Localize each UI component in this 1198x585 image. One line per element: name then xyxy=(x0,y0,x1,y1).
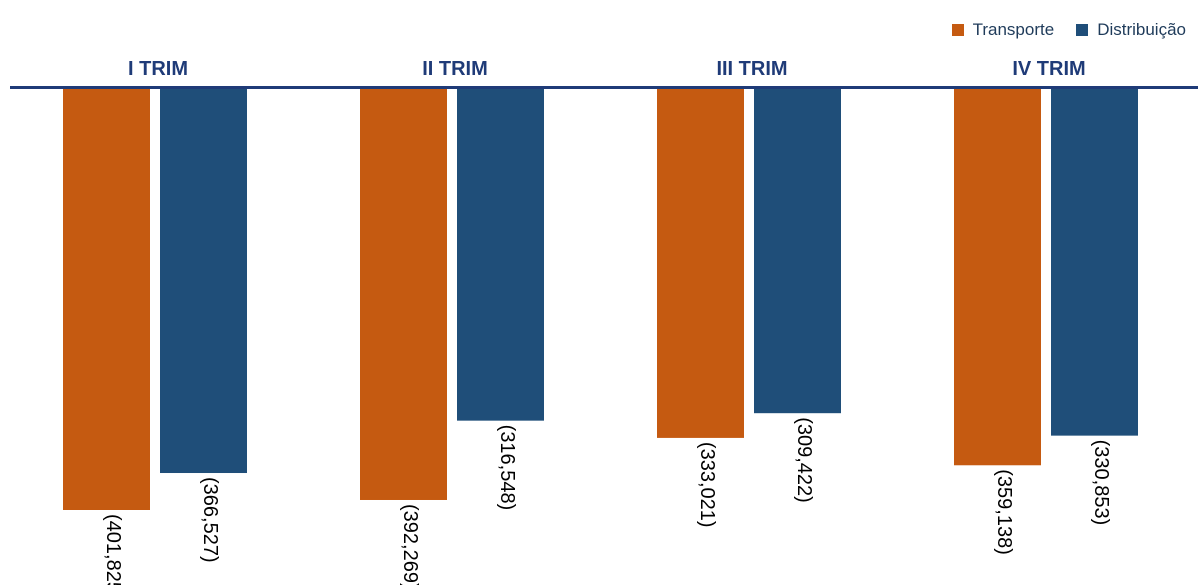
bar-distribuicao-2 xyxy=(457,89,544,421)
legend-label-distribuicao: Distribuição xyxy=(1097,20,1186,39)
bar-distribuicao-3 xyxy=(754,89,841,414)
legend-label-transporte: Transporte xyxy=(972,20,1055,39)
category-label-iii-trim: III TRIM xyxy=(716,58,788,80)
bar-distribuicao-1 xyxy=(160,89,247,474)
bar-transporte-3 xyxy=(657,89,744,438)
bar-transporte-2 xyxy=(360,89,447,500)
data-label-distribuicao-3: (309,422) xyxy=(793,417,815,503)
category-label-iv-trim: IV TRIM xyxy=(1012,58,1086,80)
category-label-i-trim: I TRIM xyxy=(128,58,188,80)
legend-swatch-distribuicao xyxy=(1076,24,1089,36)
data-label-distribuicao-1: (366,527) xyxy=(199,477,221,563)
legend-swatch-transporte xyxy=(951,24,964,36)
category-axis-line xyxy=(10,86,1198,89)
data-label-transporte-2: (392,269) xyxy=(399,504,421,585)
data-label-transporte-3: (333,021) xyxy=(696,442,718,528)
bar-transporte-1 xyxy=(63,89,150,510)
data-label-distribuicao-2: (316,548) xyxy=(496,425,518,511)
bar-distribuicao-4 xyxy=(1051,89,1138,436)
legend-item-transporte: Transporte xyxy=(951,20,1055,40)
legend-item-distribuicao: Distribuição xyxy=(1076,20,1186,40)
bar-transporte-4 xyxy=(954,89,1041,466)
legend: Transporte Distribuição xyxy=(938,20,1186,40)
data-label-distribuicao-4: (330,853) xyxy=(1090,440,1112,526)
category-label-ii-trim: II TRIM xyxy=(422,58,488,80)
data-label-transporte-4: (359,138) xyxy=(993,469,1015,555)
data-label-transporte-1: (401,825) xyxy=(102,514,124,585)
